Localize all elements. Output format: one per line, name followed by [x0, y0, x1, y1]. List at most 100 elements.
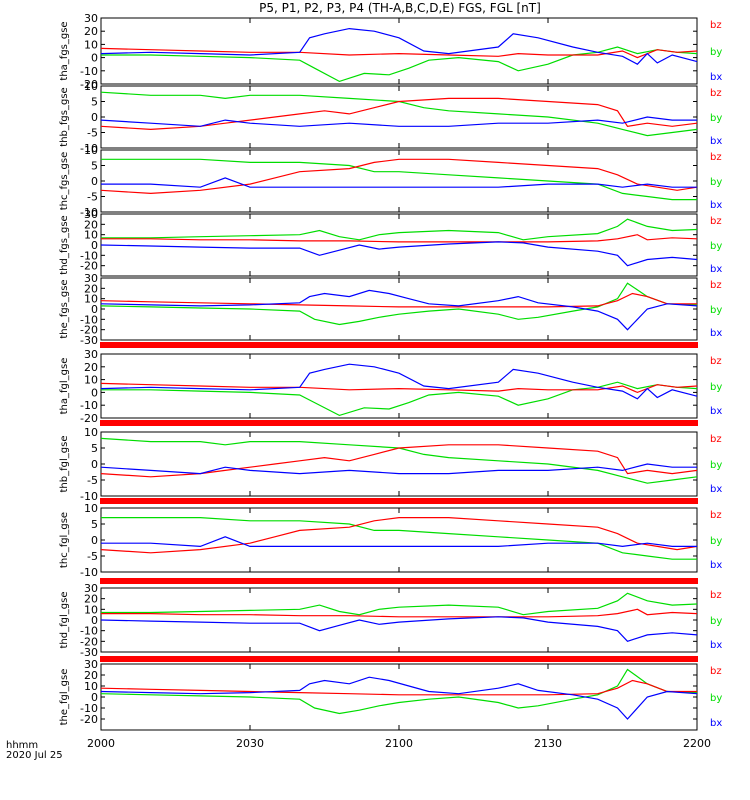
legend-by-thc_fgs_gse: by [710, 177, 722, 188]
series-by-tha_fgs_gse [101, 46, 698, 83]
y-tick-label-the_fgl_gse: -10 [80, 702, 98, 715]
y-tick-label-thb_fgl_gse: 5 [91, 442, 98, 455]
y-tick-label-tha_fgl_gse: -10 [80, 399, 98, 412]
y-tick-label-thd_fgs_gse: 0 [91, 239, 98, 252]
y-tick-label-thc_fgs_gse: 5 [91, 160, 98, 173]
series-bx-tha_fgl_gse [100, 363, 698, 400]
y-tick-label-tha_fgl_gse: -20 [80, 412, 98, 425]
panel-label-thc_fgl_gse: thc_fgl_gse [59, 512, 70, 568]
legend-bz-thd_fgl_gse: bz [710, 590, 722, 601]
series-bx-thd_fgl_gse [100, 616, 698, 642]
legend-bx-tha_fgl_gse: bx [710, 406, 722, 417]
legend-bz-thc_fgs_gse: bz [710, 152, 722, 163]
series-by-thb_fgs_gse [100, 91, 698, 137]
red-separator-bar-5 [100, 656, 698, 662]
y-tick-label-thb_fgs_gse: -5 [87, 127, 98, 140]
series-bx-tha_fgs_gse [100, 27, 698, 65]
panel-frame-thd_fgs_gse [100, 213, 698, 277]
legend-bx-the_fgs_gse: bx [710, 328, 722, 339]
y-tick-label-thd_fgl_gse: -20 [80, 635, 98, 648]
red-separator-bar-1 [100, 342, 698, 348]
y-tick-label-thd_fgs_gse: -20 [80, 260, 98, 273]
y-tick-label-tha_fgs_gse: 0 [91, 52, 98, 65]
legend-by-the_fgl_gse: by [710, 693, 722, 704]
panel-label-thb_fgs_gse: thb_fgs_gse [59, 87, 70, 146]
legend-by-thb_fgs_gse: by [710, 113, 722, 124]
series-by-the_fgl_gse [100, 668, 698, 715]
x-tick-label-2100: 2100 [385, 737, 413, 750]
legend-by-tha_fgl_gse: by [710, 382, 722, 393]
y-tick-label-thd_fgs_gse: 10 [84, 229, 98, 242]
y-tick-label-thc_fgs_gse: 0 [91, 175, 98, 188]
y-tick-label-thc_fgl_gse: 0 [91, 534, 98, 547]
y-tick-label-thd_fgs_gse: 30 [84, 208, 98, 221]
legend-bx-thb_fgs_gse: bx [710, 136, 722, 147]
y-tick-label-thc_fgs_gse: -5 [87, 191, 98, 204]
panel-label-thd_fgs_gse: thd_fgs_gse [59, 215, 70, 274]
x-tick-label-2200: 2200 [683, 737, 711, 750]
y-tick-label-tha_fgs_gse: -10 [80, 65, 98, 78]
y-tick-label-thc_fgs_gse: -10 [80, 206, 98, 219]
y-tick-label-thd_fgs_gse: -10 [80, 249, 98, 262]
series-bz-the_fgs_gse [100, 292, 697, 308]
series-by-thc_fgl_gse [101, 517, 697, 560]
red-separator-bar-4 [100, 578, 698, 584]
series-by-thc_fgs_gse [101, 158, 697, 201]
y-tick-label-thb_fgl_gse: 10 [84, 426, 98, 439]
legend-bz-the_fgl_gse: bz [710, 666, 722, 677]
series-bz-the_fgl_gse [100, 679, 697, 696]
series-bz-tha_fgs_gse [100, 47, 698, 59]
y-tick-label-thc_fgs_gse: 10 [84, 144, 98, 157]
date-label: 2020 Jul 25 [6, 750, 63, 761]
panel-label-thd_fgl_gse: thd_fgl_gse [59, 592, 70, 649]
panel-frame-thd_fgl_gse [100, 587, 698, 653]
legend-bx-thb_fgl_gse: bx [710, 484, 722, 495]
legend-bz-thd_fgs_gse: bz [710, 216, 722, 227]
y-tick-label-tha_fgs_gse: -20 [80, 78, 98, 91]
y-tick-label-the_fgs_gse: -30 [80, 334, 98, 347]
y-tick-label-the_fgs_gse: -10 [80, 313, 98, 326]
y-tick-label-tha_fgl_gse: 0 [91, 386, 98, 399]
series-by-thd_fgs_gse [101, 218, 698, 241]
y-tick-label-thb_fgs_gse: 10 [84, 80, 98, 93]
legend-bx-the_fgl_gse: bx [710, 718, 722, 729]
y-tick-label-thd_fgl_gse: 10 [84, 603, 98, 616]
y-tick-label-thd_fgs_gse: 20 [84, 218, 98, 231]
series-bz-tha_fgl_gse [100, 382, 698, 394]
legend-bx-tha_fgs_gse: bx [710, 72, 722, 83]
time-axis-unit-label: hhmm [6, 740, 39, 751]
series-bx-the_fgs_gse [100, 289, 698, 331]
panel-label-thb_fgl_gse: thb_fgl_gse [59, 436, 70, 493]
legend-bx-thc_fgs_gse: bx [710, 200, 722, 211]
legend-bz-tha_fgs_gse: bz [710, 20, 722, 31]
panel-label-the_fgl_gse: the_fgl_gse [59, 669, 70, 726]
y-tick-label-the_fgl_gse: 0 [91, 691, 98, 704]
series-bx-thb_fgl_gse [100, 463, 697, 475]
y-tick-label-thd_fgl_gse: -10 [80, 625, 98, 638]
series-by-thd_fgl_gse [101, 592, 698, 616]
legend-bz-the_fgs_gse: bz [710, 280, 722, 291]
y-tick-label-tha_fgl_gse: 30 [84, 348, 98, 361]
y-tick-label-tha_fgl_gse: 20 [84, 361, 98, 374]
series-by-thb_fgl_gse [100, 437, 698, 484]
y-tick-label-tha_fgs_gse: 30 [84, 12, 98, 25]
series-by-the_fgs_gse [100, 282, 698, 326]
panel-frame-the_fgl_gse [100, 663, 698, 731]
legend-bz-tha_fgl_gse: bz [710, 356, 722, 367]
series-bx-thd_fgs_gse [100, 241, 698, 267]
legend-bz-thb_fgs_gse: bz [710, 88, 722, 99]
y-tick-label-thc_fgl_gse: -5 [87, 550, 98, 563]
y-tick-label-the_fgl_gse: 10 [84, 680, 98, 693]
y-tick-label-thb_fgs_gse: 5 [91, 96, 98, 109]
panel-label-the_fgs_gse: the_fgs_gse [59, 279, 70, 338]
y-tick-label-thc_fgl_gse: -10 [80, 566, 98, 579]
series-bx-thc_fgs_gse [101, 177, 697, 188]
series-by-tha_fgl_gse [101, 381, 698, 417]
series-bx-the_fgl_gse [100, 676, 698, 720]
legend-bx-thd_fgl_gse: bx [710, 640, 722, 651]
y-tick-label-thd_fgl_gse: 0 [91, 614, 98, 627]
legend-by-thd_fgl_gse: by [710, 616, 722, 627]
legend-by-thd_fgs_gse: by [710, 241, 722, 252]
series-bz-thb_fgs_gse [100, 97, 698, 131]
